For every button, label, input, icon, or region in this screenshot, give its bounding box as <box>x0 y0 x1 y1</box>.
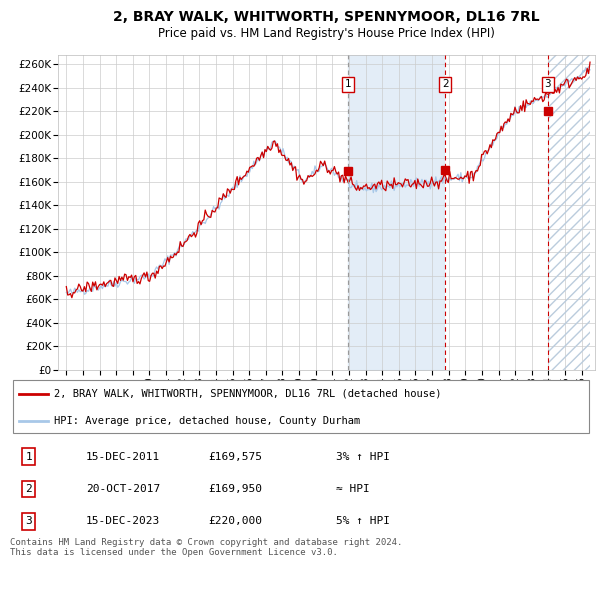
Text: £169,950: £169,950 <box>208 484 262 494</box>
Text: 1: 1 <box>25 452 32 462</box>
Text: HPI: Average price, detached house, County Durham: HPI: Average price, detached house, Coun… <box>53 416 360 426</box>
Text: 3% ↑ HPI: 3% ↑ HPI <box>336 452 390 462</box>
Text: 3: 3 <box>25 516 32 526</box>
Text: 2, BRAY WALK, WHITWORTH, SPENNYMOOR, DL16 7RL (detached house): 2, BRAY WALK, WHITWORTH, SPENNYMOOR, DL1… <box>53 389 441 399</box>
Text: Price paid vs. HM Land Registry's House Price Index (HPI): Price paid vs. HM Land Registry's House … <box>158 27 495 40</box>
Text: ≈ HPI: ≈ HPI <box>336 484 370 494</box>
Text: Contains HM Land Registry data © Crown copyright and database right 2024.
This d: Contains HM Land Registry data © Crown c… <box>10 538 403 558</box>
Text: 2: 2 <box>442 80 449 89</box>
Text: 3: 3 <box>544 80 551 89</box>
Text: 15-DEC-2023: 15-DEC-2023 <box>86 516 160 526</box>
Text: 2, BRAY WALK, WHITWORTH, SPENNYMOOR, DL16 7RL: 2, BRAY WALK, WHITWORTH, SPENNYMOOR, DL1… <box>113 10 540 24</box>
Text: 20-OCT-2017: 20-OCT-2017 <box>86 484 160 494</box>
Text: 15-DEC-2011: 15-DEC-2011 <box>86 452 160 462</box>
Text: £220,000: £220,000 <box>208 516 262 526</box>
Text: £169,575: £169,575 <box>208 452 262 462</box>
Text: 1: 1 <box>345 80 352 89</box>
Text: 5% ↑ HPI: 5% ↑ HPI <box>336 516 390 526</box>
FancyBboxPatch shape <box>13 381 589 432</box>
Text: 2: 2 <box>25 484 32 494</box>
